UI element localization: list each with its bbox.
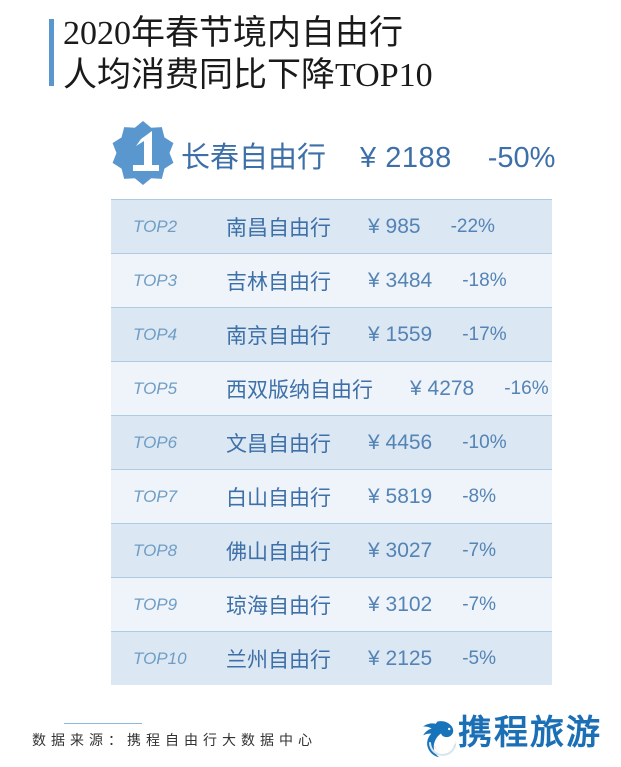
svg-text:携程旅游: 携程旅游: [458, 714, 602, 752]
